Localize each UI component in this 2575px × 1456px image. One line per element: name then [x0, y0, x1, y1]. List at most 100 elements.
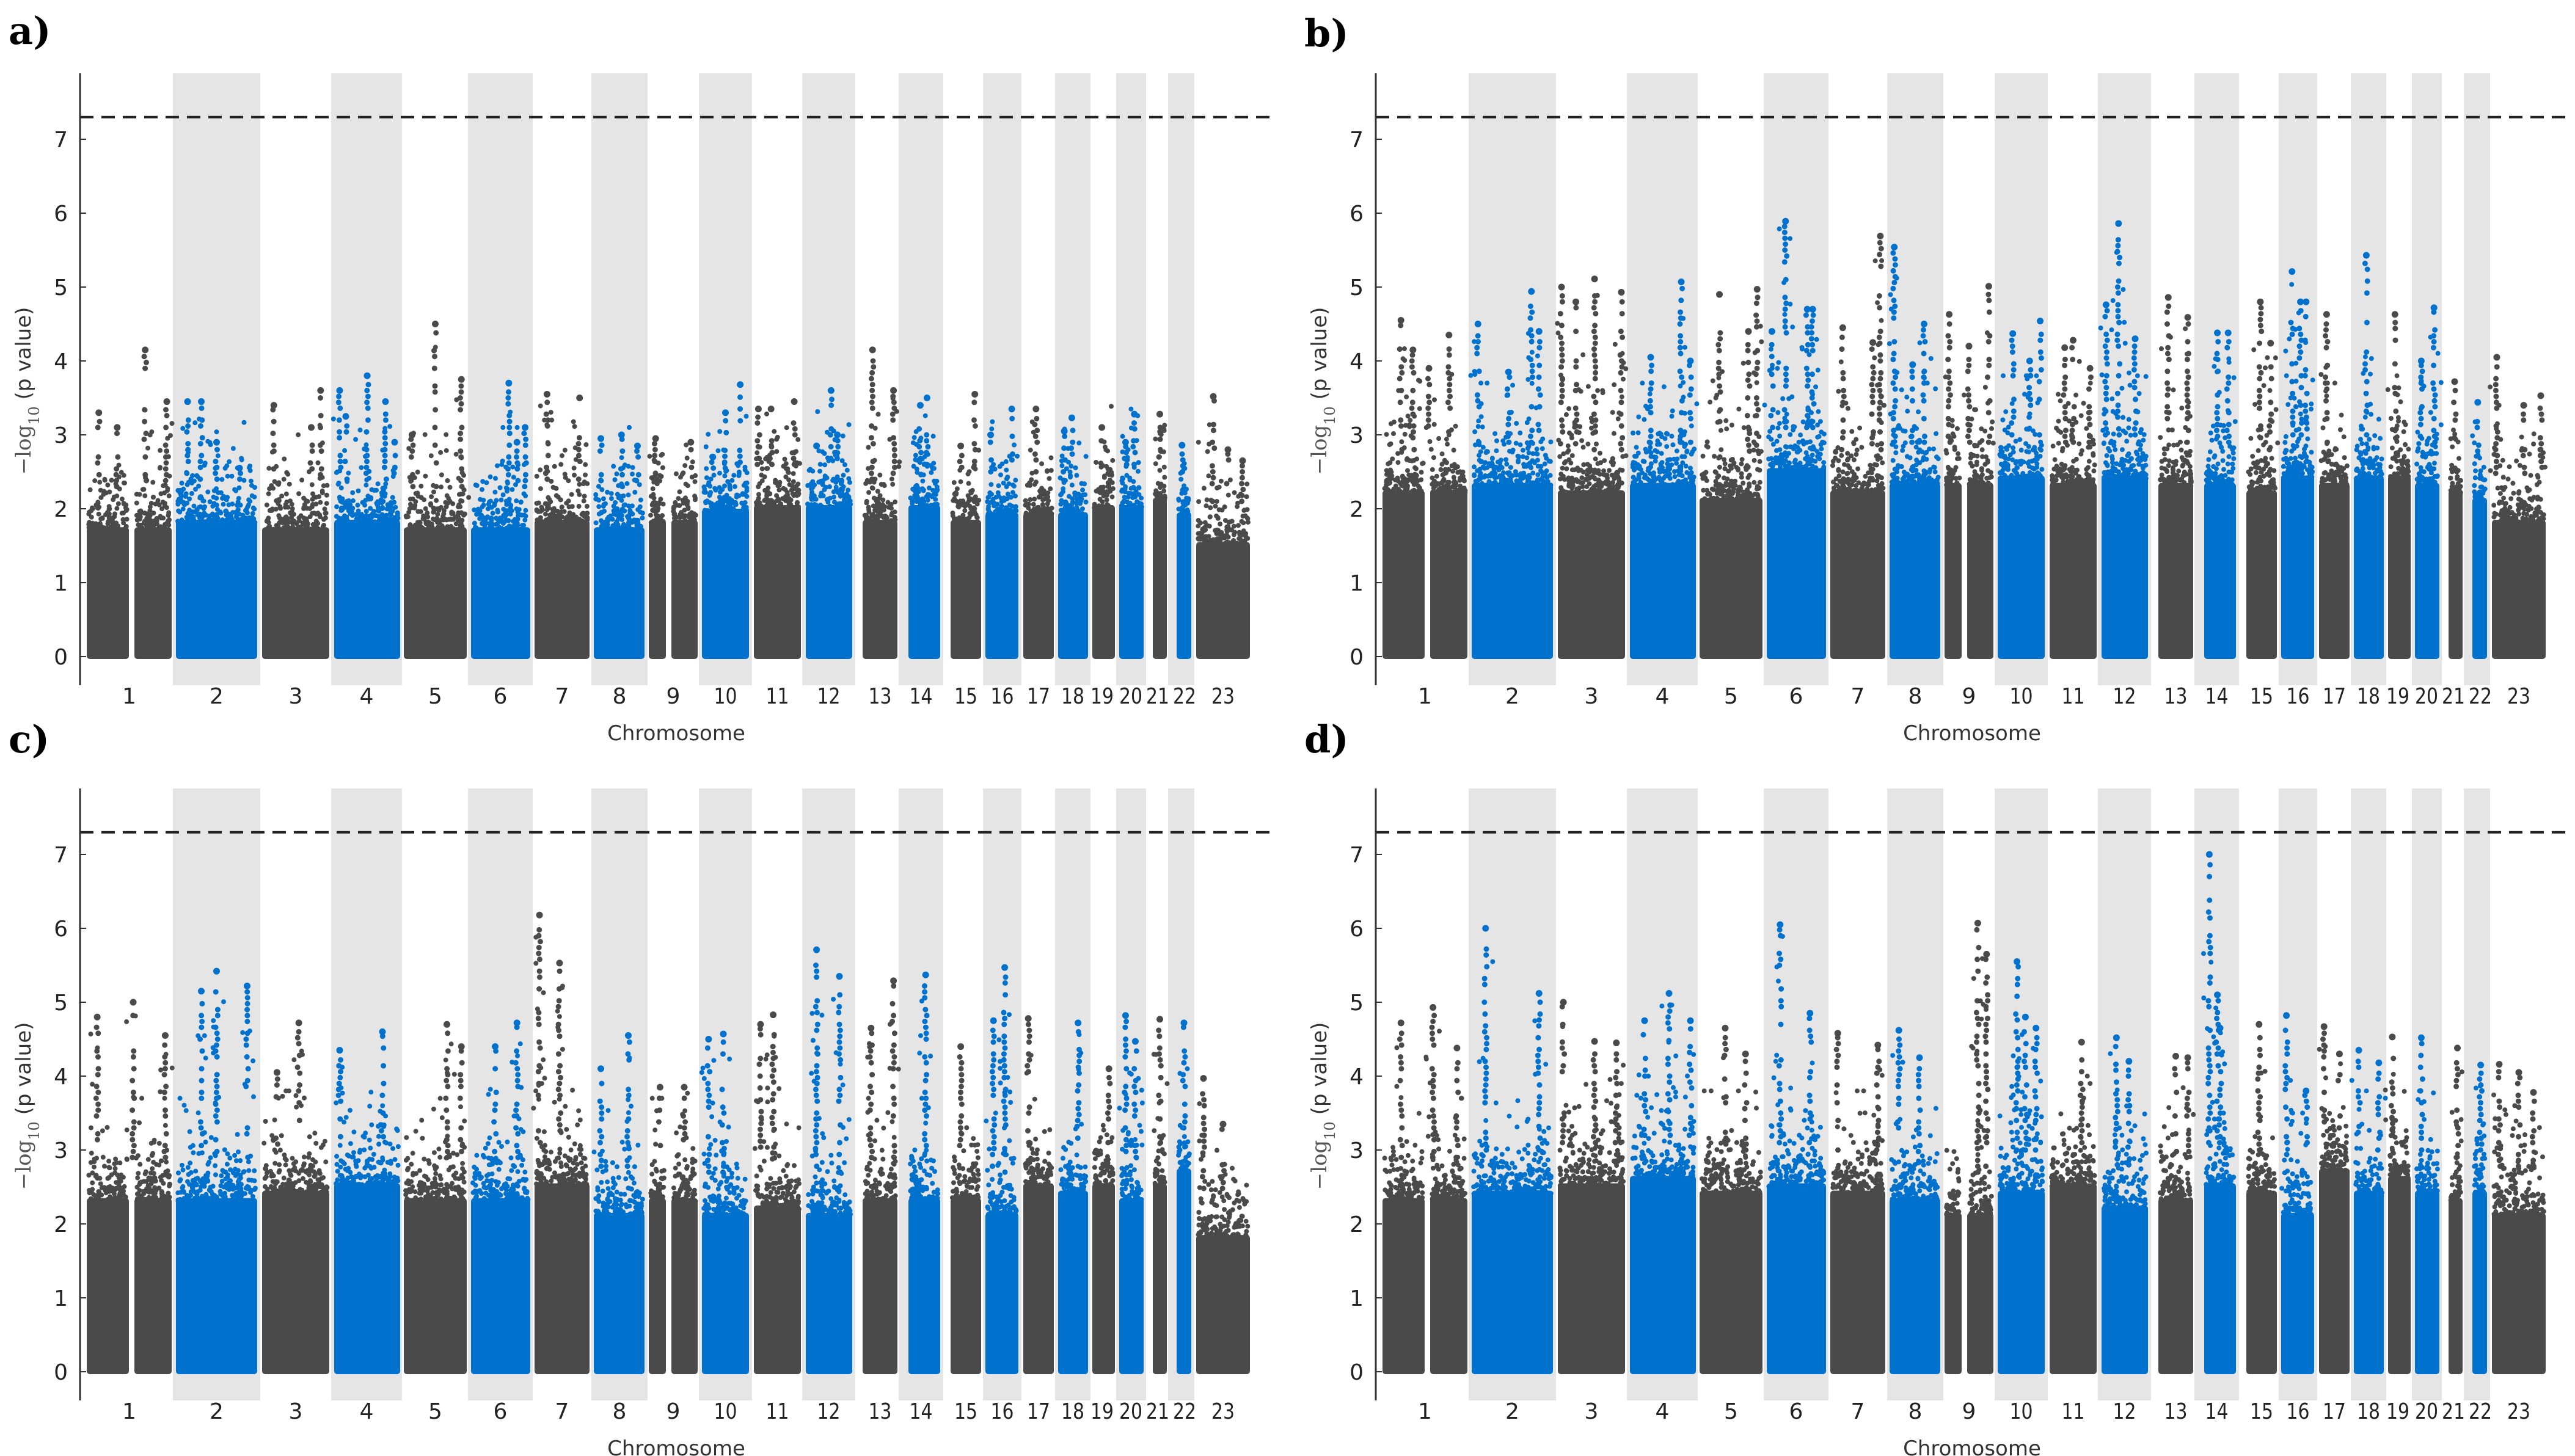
bulk-texture: [2201, 862, 2237, 1190]
bulk-texture: [1092, 1074, 1116, 1190]
chromosome-2-points: [175, 398, 258, 659]
bulk-texture: [2317, 1030, 2350, 1174]
peak-point-chr20-2: [2430, 304, 2438, 311]
y-axis-title-subscript: 10: [1321, 406, 1339, 425]
x-tick-label: 14: [910, 684, 933, 709]
peak-point-chr3-2: [1572, 298, 1579, 305]
chromosome-16-points: [984, 964, 1019, 1374]
chromosome-7-points: [1830, 233, 1887, 659]
peak-point-chr10-2: [722, 409, 729, 417]
y-axis-title-main: −log: [1307, 1140, 1332, 1190]
x-tick-label: 7: [555, 684, 569, 709]
peak-point-chr7-2: [1869, 339, 1877, 346]
bulk-points-block: [754, 504, 801, 659]
peak-point-chr1-2: [1409, 346, 1417, 354]
bulk-texture: [2246, 1035, 2277, 1197]
bulk-points-block: [2050, 1183, 2097, 1374]
chromosome-4-points: [1630, 278, 1700, 659]
peak-point-chr22-1: [1178, 442, 1186, 449]
bulk-points-block: [2102, 475, 2148, 659]
y-axis-title: −log10 (p value): [1307, 307, 1339, 475]
peak-point-chr21-1: [2454, 1044, 2461, 1052]
x-tick-label: 14: [2205, 1399, 2229, 1424]
peak-point-chr18-2: [1068, 414, 1075, 421]
x-tick-label: 17: [2323, 1399, 2346, 1424]
x-tick-label: 2: [210, 684, 224, 709]
peak-point-chr22-1: [1180, 1019, 1188, 1027]
bulk-texture: [1153, 423, 1167, 504]
bulk-texture: [2318, 321, 2350, 489]
peak-point-chr5-1: [1722, 1024, 1729, 1032]
bulk-points-block: [1945, 482, 1962, 659]
peak-point-chr19-1: [2391, 311, 2398, 318]
chromosome-22-points: [1176, 1019, 1192, 1374]
peak-point-chr6-2: [513, 1019, 520, 1027]
peak-point-chr1-2: [114, 424, 121, 431]
chromosome-11-points: [2049, 1038, 2097, 1374]
bulk-texture: [1555, 293, 1629, 497]
bulk-points-block: [2102, 1205, 2148, 1374]
chromosome-1-points: [86, 346, 175, 659]
x-tick-label: 7: [1851, 684, 1865, 709]
bulk-texture: [2279, 1027, 2314, 1218]
x-tick-label: 4: [1656, 1399, 1670, 1424]
bulk-points-block: [134, 1198, 172, 1374]
bulk-points-block: [1023, 512, 1054, 659]
peak-point-chr13-2: [2184, 1054, 2191, 1061]
y-tick-label: 4: [54, 1065, 68, 1090]
peak-point-chr2-1: [1482, 925, 1489, 932]
bulk-texture: [2470, 418, 2488, 504]
peak-point-chr9-2: [687, 439, 695, 446]
peak-point-chr11-1: [2061, 344, 2069, 351]
y-tick-label: 3: [1350, 1138, 1364, 1163]
peak-point-chr11-1: [754, 406, 762, 413]
x-tick-label: 10: [714, 1399, 737, 1424]
y-tick-label: 1: [54, 1286, 68, 1311]
peak-point-chr11-2: [770, 1011, 777, 1019]
peak-point-chr6-4: [1809, 305, 1816, 313]
bulk-points-block: [1472, 1190, 1553, 1374]
peak-point-chr6-3: [1803, 305, 1811, 313]
chromosome-20-points: [2414, 304, 2444, 659]
x-tick-label: 11: [2062, 1399, 2085, 1424]
bulk-texture: [261, 1028, 330, 1197]
chromosome-15-points: [2246, 1021, 2277, 1374]
peak-point-chr6-1: [492, 1043, 499, 1050]
peak-point-chr12-1: [2102, 301, 2109, 308]
peak-point-chr1-3: [1425, 365, 1433, 372]
peak-point-chr23-1: [1200, 1075, 1207, 1082]
bulk-texture: [1151, 1027, 1170, 1190]
bulk-texture: [86, 1013, 175, 1204]
chromosome-14-points: [908, 971, 941, 1374]
x-tick-label: 21: [1146, 684, 1169, 709]
bulk-points-block: [649, 1198, 666, 1374]
peak-point-chr21-1: [2451, 378, 2458, 385]
peak-point-chr13-1: [2164, 294, 2172, 301]
bulk-texture: [1700, 294, 1764, 504]
x-tick-label: 23: [2507, 684, 2530, 709]
peak-point-chr14-1: [922, 971, 929, 978]
x-tick-label: 17: [2323, 684, 2346, 709]
peak-point-chr4-1: [1641, 1017, 1648, 1024]
bulk-texture: [753, 411, 802, 511]
x-tick-label: 18: [1061, 684, 1084, 709]
bulk-points-block: [1767, 1183, 1826, 1374]
x-tick-label: 20: [1119, 684, 1142, 709]
peak-point-chr3-4: [1618, 288, 1625, 296]
bulk-points-block: [471, 527, 530, 659]
chromosome-6-points: [1766, 921, 1827, 1374]
peak-point-chr13-1: [869, 346, 876, 354]
peak-point-chr23-2: [1224, 446, 1232, 453]
bulk-texture: [1997, 964, 2045, 1196]
chromosome-7-points: [1830, 1030, 1885, 1374]
bulk-points-block: [1472, 482, 1553, 659]
peak-point-chr8-2: [1909, 361, 1916, 368]
peak-point-chr7-2: [576, 395, 583, 401]
peak-point-chr2-3: [213, 439, 220, 446]
chromosome-5-points: [403, 1021, 467, 1374]
peak-point-chr18-1: [2362, 252, 2370, 259]
peak-point-chr17-1: [2320, 1023, 2328, 1030]
peak-point-chr12-1: [813, 946, 820, 953]
peak-point-chr9-1: [652, 435, 659, 442]
x-tick-label: 1: [1418, 684, 1432, 709]
